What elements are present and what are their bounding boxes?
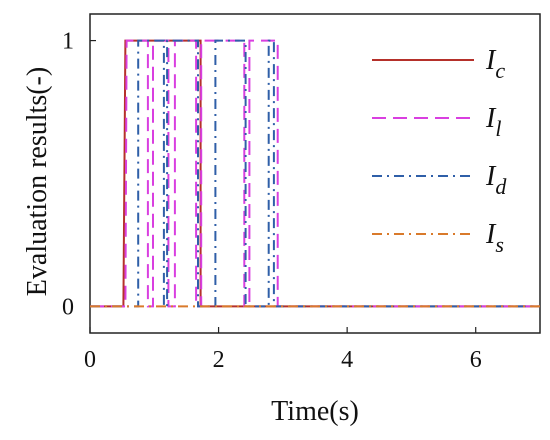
legend: Ic Il Id Is: [372, 45, 507, 257]
legend-label-I-s: Is: [485, 219, 504, 257]
y-tick-label-0: 0: [62, 294, 74, 320]
legend-label-I-c: Ic: [485, 45, 505, 83]
x-tick-label-3: 6: [470, 347, 482, 373]
series-layer: [90, 39, 540, 308]
series-line-I-l: [90, 39, 540, 308]
x-tick-label-2: 4: [341, 347, 353, 373]
x-tick-label-1: 2: [213, 347, 225, 373]
x-axis-label: Time(s): [271, 396, 359, 427]
y-tick-label-1: 1: [62, 29, 74, 55]
series-line-I-d: [90, 39, 540, 308]
plot-area-frame: [89, 13, 541, 334]
legend-label-I-d: Id: [485, 161, 507, 199]
legend-label-I-l: Il: [485, 103, 501, 141]
x-tick-label-0: 0: [84, 347, 96, 373]
y-axis-label: Evaluation results(-): [22, 67, 53, 296]
